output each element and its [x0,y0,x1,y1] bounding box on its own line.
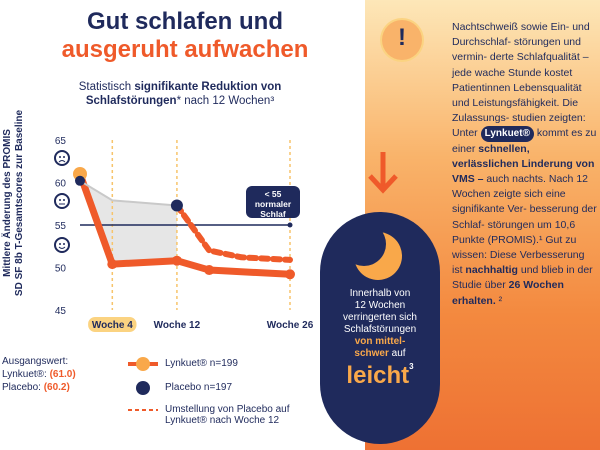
right-text: Nachtschweiß sowie Ein- und Durchschlaf-… [452,20,597,309]
subtitle-text-2: * nach 12 Wochen³ [176,95,275,107]
result-badge: Innerhalb von 12 Wochen verringerten sic… [320,212,440,444]
baseline-lynkuet-label: Lynkuet®: [2,369,50,380]
x-tick-4: Woche 4 [92,320,133,331]
placebo-point-0 [75,175,85,186]
subtitle-bold: signifikante Reduktion von [134,81,282,93]
badge-big: leicht3 [320,362,440,390]
page-title: Gut schlafen und ausgeruht aufwachen [20,8,350,64]
down-arrow-icon [368,152,398,194]
lynkuet-pill: Lynkuet® [480,126,534,142]
baseline-placebo: Placebo: (60.2) [2,382,70,393]
normal-sleep-callout: < 55 normaler Schlaf [246,186,300,219]
badge-text: Innerhalb von 12 Wochen verringerten sic… [330,288,430,360]
right-text-p2: kommt es zu einer [452,127,597,155]
badge-sup: 3 [409,362,414,371]
badge-text-3: verringerten sich [343,312,417,323]
callout-line2: normaler [254,199,292,209]
badge-em-1: von mittel- [354,336,406,347]
badge-text-5: auf [388,348,406,359]
right-text-bold3: 26 Wochen erhalten. [452,279,564,307]
y-tick-55: 55 [55,221,67,232]
callout-line3: Schlaf [260,209,286,219]
smile-face-icon [54,237,70,253]
y-tick-45: 45 [55,306,67,317]
x-tick-12: Woche 12 [154,320,201,331]
y-tick-50: 50 [55,264,67,275]
chart-subtitle: Statistisch signifikante Reduktion von S… [35,80,325,108]
right-text-bold1: schnellen, verlässlichen Linderung von V… [452,142,595,186]
legend-switch: Umstellung von Placebo auf Lynkuet® nach… [165,404,290,426]
baseline-title: Ausgangswert: [2,356,69,367]
placebo-line [79,179,178,207]
right-text-bold2: nachhaltig [465,264,518,277]
title-line2: ausgeruht aufwachen [61,36,309,63]
y-tick-65: 65 [55,136,67,147]
legend-switch-line2: Lynkuet® nach Woche 12 [165,415,280,426]
baseline-placebo-label: Placebo: [2,382,44,393]
baseline-placebo-value: (60.2) [43,382,70,393]
right-text-p3: auch nachts. Nach 12 Wochen zeigte sich … [452,173,597,277]
legend-placebo: Placebo n=197 [165,382,233,393]
badge-text-2: 12 Wochen [354,300,406,311]
subtitle-text: Statistisch [78,81,135,93]
right-text-unter: Unter [452,127,481,140]
legend-lynkuet: Lynkuet® n=199 [165,358,238,369]
badge-text-4: Schlafstörungen [343,324,417,335]
subtitle-bold-2: Schlafstörungen [85,95,177,107]
y-tick-60: 60 [55,179,67,190]
sad-face-icon [54,150,70,166]
lynkuet-point-3 [204,265,215,276]
baseline-lynkuet-value: (61.0) [49,369,76,380]
callout-line1: < 55 [264,189,282,199]
moon-icon [350,228,402,280]
reference-end-dot [287,222,293,228]
legend-lynkuet-marker [136,357,150,371]
legend-switch-line1: Umstellung von Placebo auf [165,404,290,415]
lynkuet-point-2 [171,255,182,266]
right-text-p1: Nachtschweiß sowie Ein- und Durchschlaf-… [452,21,590,125]
x-tick-26: Woche 26 [267,320,314,331]
exclamation-glyph: ! [398,24,406,51]
right-text-p4: und blieb in der Studie über [452,264,593,292]
badge-big-word: leicht [346,362,410,389]
lynkuet-point-1 [107,259,118,270]
legend-placebo-marker [136,381,150,395]
badge-em-2: schwer [354,348,389,359]
baseline-lynkuet: Lynkuet®: (61.0) [2,369,76,380]
title-line1: Gut schlafen und [86,8,283,35]
neutral-face-icon [54,193,70,209]
x-tick-highlight-4 [88,317,137,332]
right-text-p5: ² [495,294,503,307]
badge-text-1: Innerhalb von [349,288,411,299]
series-line-2 [173,202,293,263]
placebo-point-last [170,199,183,212]
lynkuet-point-4 [285,269,295,280]
exclamation-icon: ! [380,18,424,62]
